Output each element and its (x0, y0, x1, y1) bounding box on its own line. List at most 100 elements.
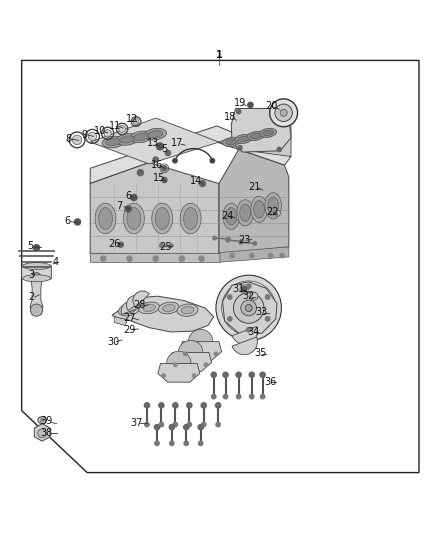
Polygon shape (30, 272, 43, 314)
Ellipse shape (144, 128, 166, 140)
Circle shape (131, 195, 137, 200)
Circle shape (192, 374, 196, 377)
Ellipse shape (241, 300, 257, 316)
Circle shape (211, 372, 216, 377)
Wedge shape (232, 327, 258, 344)
Circle shape (173, 158, 177, 163)
Circle shape (215, 403, 221, 408)
Ellipse shape (30, 304, 42, 316)
Circle shape (227, 237, 230, 241)
Polygon shape (90, 253, 220, 262)
Text: 11: 11 (109, 121, 121, 131)
Ellipse shape (245, 304, 252, 311)
Circle shape (223, 394, 228, 399)
Ellipse shape (237, 200, 254, 226)
Circle shape (74, 219, 81, 225)
Ellipse shape (95, 203, 116, 234)
Ellipse shape (184, 207, 198, 229)
Ellipse shape (222, 281, 276, 335)
Ellipse shape (143, 304, 155, 311)
Ellipse shape (259, 128, 276, 138)
Circle shape (230, 253, 234, 258)
Ellipse shape (116, 134, 138, 146)
Ellipse shape (159, 302, 179, 314)
Circle shape (260, 372, 265, 377)
Circle shape (240, 239, 244, 243)
Ellipse shape (226, 207, 237, 225)
Circle shape (184, 352, 187, 356)
Ellipse shape (226, 139, 237, 145)
Ellipse shape (270, 99, 297, 127)
Polygon shape (90, 126, 291, 183)
Text: 8: 8 (65, 134, 71, 144)
Circle shape (162, 374, 165, 377)
Ellipse shape (120, 136, 135, 143)
Circle shape (138, 169, 144, 176)
Text: 5: 5 (27, 241, 34, 251)
Ellipse shape (88, 132, 96, 141)
Circle shape (162, 177, 167, 183)
Ellipse shape (72, 135, 82, 144)
Circle shape (226, 239, 230, 242)
Circle shape (165, 150, 170, 156)
FancyBboxPatch shape (21, 265, 51, 279)
Ellipse shape (22, 275, 50, 282)
Text: 19: 19 (234, 98, 246, 108)
Circle shape (201, 422, 206, 427)
Ellipse shape (223, 203, 240, 229)
Circle shape (184, 425, 189, 430)
Polygon shape (229, 215, 239, 220)
Text: 39: 39 (40, 416, 53, 426)
Wedge shape (121, 302, 140, 314)
Wedge shape (178, 340, 203, 352)
Ellipse shape (139, 302, 159, 314)
Circle shape (155, 441, 159, 446)
Circle shape (228, 295, 232, 299)
Wedge shape (232, 337, 258, 354)
Polygon shape (219, 120, 291, 157)
Polygon shape (180, 342, 222, 360)
Ellipse shape (124, 203, 145, 234)
Ellipse shape (233, 293, 264, 323)
Circle shape (156, 143, 163, 150)
Text: 17: 17 (171, 139, 184, 148)
Circle shape (250, 253, 254, 258)
Ellipse shape (127, 207, 141, 229)
Text: 2: 2 (28, 292, 34, 302)
Polygon shape (158, 364, 200, 382)
Circle shape (169, 244, 173, 247)
Ellipse shape (268, 197, 279, 215)
Circle shape (265, 295, 270, 299)
Text: 34: 34 (247, 327, 259, 337)
Text: 5: 5 (161, 144, 168, 155)
Ellipse shape (247, 132, 265, 140)
Text: 22: 22 (266, 207, 279, 217)
Ellipse shape (155, 207, 169, 229)
Text: 18: 18 (224, 112, 236, 122)
Text: 7: 7 (117, 201, 123, 211)
Ellipse shape (254, 200, 265, 218)
Text: 37: 37 (131, 418, 143, 428)
Text: 13: 13 (146, 139, 159, 148)
Circle shape (238, 146, 242, 150)
Ellipse shape (123, 305, 136, 313)
Circle shape (118, 242, 124, 247)
Circle shape (250, 394, 254, 399)
Text: 16: 16 (151, 160, 163, 170)
Text: 36: 36 (265, 377, 277, 387)
Ellipse shape (250, 292, 258, 300)
Ellipse shape (38, 429, 46, 438)
Circle shape (242, 287, 247, 292)
Circle shape (169, 425, 174, 430)
Polygon shape (90, 163, 219, 254)
Circle shape (210, 158, 215, 163)
Circle shape (170, 441, 174, 446)
Polygon shape (223, 282, 277, 334)
Text: 6: 6 (64, 216, 70, 225)
Text: 29: 29 (124, 325, 136, 335)
Text: 27: 27 (123, 313, 136, 323)
Text: 15: 15 (152, 173, 165, 183)
Ellipse shape (106, 139, 121, 146)
Circle shape (277, 147, 282, 152)
Text: 31: 31 (233, 284, 245, 294)
